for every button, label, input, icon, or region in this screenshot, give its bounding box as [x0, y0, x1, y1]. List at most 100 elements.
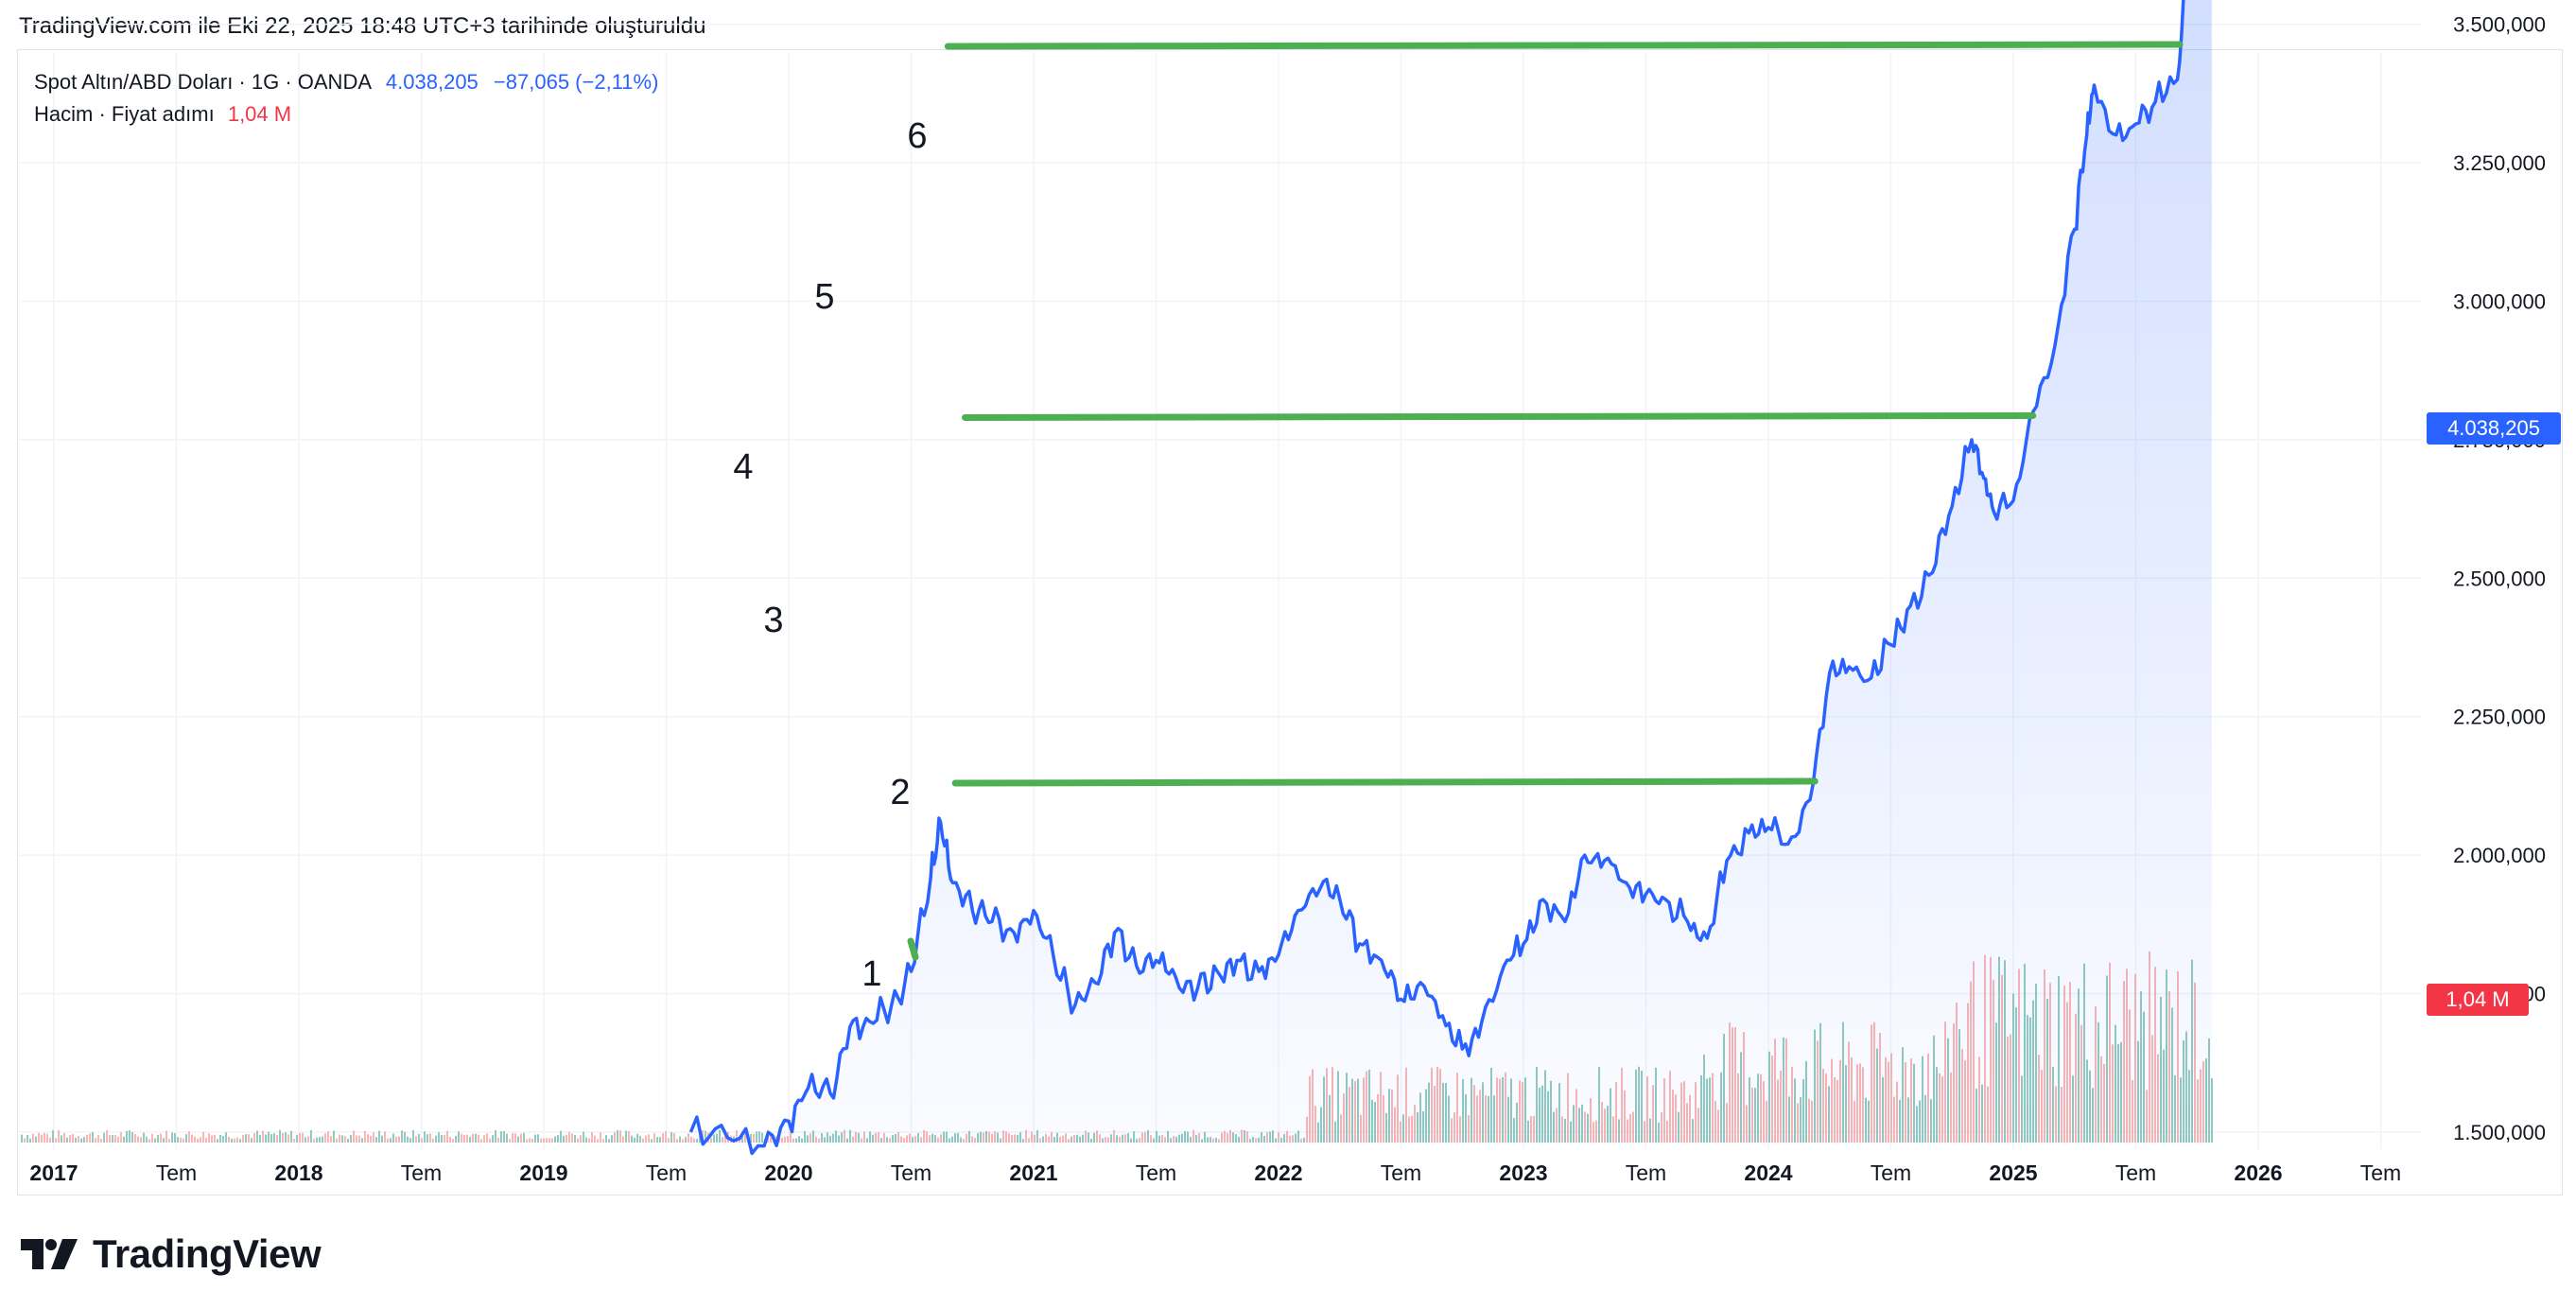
- x-tick-label: 2026: [2234, 1161, 2282, 1185]
- x-tick-label: 2023: [1499, 1161, 1547, 1185]
- volume-bar: [608, 1139, 610, 1143]
- volume-bar: [310, 1129, 312, 1143]
- volume-bar: [356, 1135, 357, 1143]
- chart-legend[interactable]: Spot Altın/ABD Doları · 1G · OANDA 4.038…: [34, 66, 658, 131]
- volume-bar: [497, 1137, 499, 1143]
- volume-bar: [546, 1138, 548, 1143]
- volume-bar: [478, 1134, 479, 1143]
- volume-bar: [273, 1133, 275, 1143]
- volume-bar: [44, 1132, 45, 1143]
- volume-bar: [259, 1134, 261, 1143]
- volume-bar: [180, 1137, 182, 1143]
- volume-bar: [49, 1137, 51, 1143]
- y-tick-label: 1.500,000: [2453, 1121, 2546, 1144]
- volume-bar: [614, 1131, 616, 1143]
- volume-bar: [194, 1136, 196, 1143]
- volume-bar: [200, 1137, 201, 1143]
- volume-bar: [117, 1136, 119, 1143]
- volume-bar: [134, 1133, 136, 1143]
- volume-bar: [407, 1136, 409, 1143]
- volume-bar: [69, 1135, 71, 1143]
- volume-bar: [285, 1131, 287, 1143]
- volume-bar: [486, 1133, 488, 1143]
- volume-bar: [157, 1134, 159, 1143]
- volume-label: Hacim · Fiyat adımı: [34, 102, 215, 126]
- volume-bar: [597, 1139, 599, 1143]
- volume-bar: [577, 1138, 579, 1143]
- volume-bar: [446, 1130, 448, 1143]
- volume-bar: [183, 1138, 184, 1143]
- volume-bar: [412, 1129, 414, 1143]
- y-tick-label: 3.250,000: [2453, 151, 2546, 175]
- volume-bar: [239, 1139, 241, 1143]
- volume-bar: [242, 1135, 244, 1143]
- chart-frame[interactable]: [17, 49, 2563, 1196]
- volume-bar: [600, 1132, 601, 1143]
- volume-bar: [639, 1136, 641, 1143]
- volume-bar: [307, 1136, 309, 1143]
- volume-bar: [276, 1135, 278, 1143]
- annotation-lines[interactable]: 1 2 3 4 5 6: [733, 0, 2331, 994]
- volume-bar: [72, 1134, 74, 1143]
- volume-bar: [270, 1134, 272, 1143]
- x-tick-label: Tem: [1626, 1161, 1666, 1185]
- volume-bar: [750, 1133, 752, 1143]
- volume-bar: [131, 1132, 133, 1143]
- volume-bar: [665, 1131, 667, 1143]
- volume-bar: [114, 1134, 116, 1143]
- volume-bar: [97, 1134, 99, 1143]
- legend-volume-row: Hacim · Fiyat adımı 1,04 M: [34, 98, 658, 131]
- volume-bar: [452, 1138, 454, 1143]
- x-tick-label: Tem: [1136, 1161, 1176, 1185]
- volume-bar: [361, 1138, 363, 1143]
- volume-bar: [296, 1134, 298, 1143]
- volume-bar: [52, 1130, 54, 1143]
- volume-bar: [392, 1133, 394, 1143]
- tradingview-logo-icon: [21, 1239, 78, 1269]
- volume-bar: [531, 1138, 533, 1143]
- volume-bar: [253, 1132, 255, 1143]
- volume-bar: [602, 1139, 604, 1143]
- annotation-line-2[interactable]: [961, 411, 2037, 421]
- volume-bar: [38, 1132, 40, 1143]
- volume-bar: [302, 1132, 304, 1143]
- volume-bar: [381, 1135, 383, 1143]
- price-chart[interactable]: 1 2 3 4 5 6 5.250,0005.000,0004.750,0004.500,…: [0, 0, 2576, 1230]
- volume-bar: [378, 1130, 380, 1143]
- volume-bar: [344, 1136, 346, 1143]
- volume-bar: [126, 1130, 128, 1143]
- volume-bar: [324, 1133, 326, 1143]
- volume-bar: [401, 1130, 403, 1143]
- volume-bar: [375, 1137, 377, 1143]
- volume-bar: [449, 1137, 451, 1143]
- volume-bar: [605, 1135, 607, 1143]
- volume-bar: [390, 1138, 392, 1143]
- volume-bar: [585, 1137, 587, 1143]
- volume-bar: [679, 1136, 681, 1143]
- volume-bar: [656, 1137, 658, 1143]
- volume-bar: [492, 1135, 494, 1143]
- volume-bar: [526, 1139, 528, 1143]
- volume-bar: [506, 1133, 508, 1143]
- volume-bar: [137, 1136, 139, 1143]
- volume-bar: [648, 1134, 650, 1143]
- volume-bar: [234, 1138, 235, 1143]
- annotation-tick[interactable]: [907, 937, 919, 961]
- volume-bar: [268, 1131, 270, 1143]
- x-tick-label: Tem: [2115, 1161, 2156, 1185]
- annotation-line-1[interactable]: [951, 777, 1819, 787]
- volume-bar: [636, 1133, 638, 1143]
- annotation-line-3[interactable]: [944, 41, 2184, 50]
- volume-bar: [205, 1137, 207, 1143]
- volume-bar: [322, 1136, 323, 1143]
- volume-bar: [622, 1136, 624, 1143]
- volume-bar: [120, 1132, 122, 1143]
- volume-bar: [540, 1138, 542, 1143]
- volume-bar: [327, 1131, 329, 1143]
- volume-bar: [418, 1133, 420, 1143]
- volume-bar: [146, 1136, 148, 1143]
- brand-footer[interactable]: TradingView: [19, 1231, 322, 1277]
- x-tick-label: 2025: [1989, 1161, 2037, 1185]
- volume-bar: [109, 1135, 111, 1143]
- brand-name: TradingView: [93, 1231, 322, 1276]
